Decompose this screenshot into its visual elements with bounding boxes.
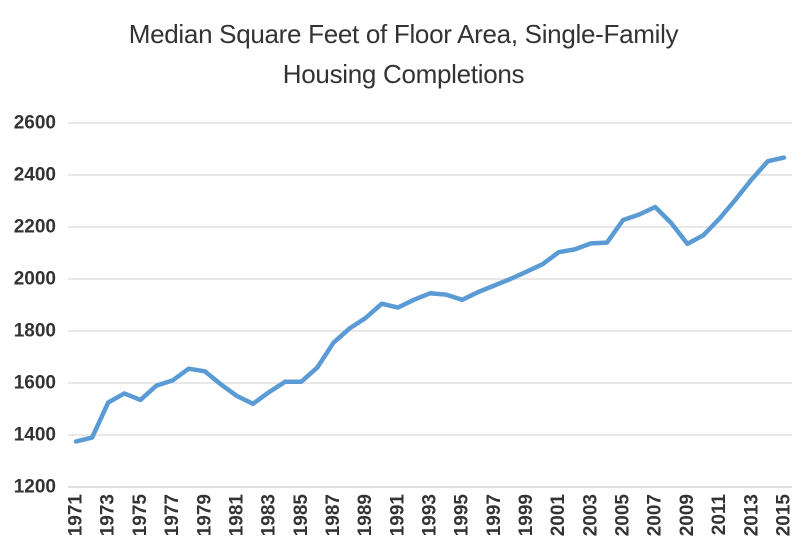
x-tick-label: 1975 [130, 494, 151, 537]
x-tick-label: 1971 [66, 494, 87, 537]
y-tick-label: 2000 [14, 269, 56, 290]
y-tick-label: 2600 [14, 113, 56, 134]
y-tick-label: 2400 [14, 165, 56, 186]
x-tick-label: 2001 [548, 494, 569, 537]
x-tick-label: 2009 [677, 494, 698, 536]
y-tick-label: 1200 [14, 477, 56, 498]
series-line [73, 155, 787, 444]
x-tick-label: 1993 [420, 494, 441, 536]
y-tick-label: 1800 [14, 321, 56, 342]
y-tick-label: 1400 [14, 425, 56, 446]
x-tick-label: 2007 [645, 494, 666, 536]
chart-title-line2: Housing Completions [282, 59, 525, 89]
x-tick-label: 1979 [194, 494, 215, 536]
x-tick-label: 1981 [226, 494, 247, 537]
x-tick-label: 1997 [484, 494, 505, 536]
x-tick-label: 1985 [291, 494, 312, 537]
x-tick-label: 1987 [323, 494, 344, 536]
y-tick-label: 2200 [14, 217, 56, 238]
x-tick-label: 1995 [452, 494, 473, 537]
x-tick-label: 1983 [259, 494, 280, 536]
x-tick-label: 1973 [98, 494, 119, 536]
x-tick-label: 2015 [773, 494, 794, 537]
x-tick-label: 2003 [580, 494, 601, 536]
x-tick-label: 1977 [162, 494, 183, 536]
x-tick-label: 1991 [387, 494, 408, 537]
x-tick-label: 2011 [709, 494, 730, 536]
x-tick-label: 2005 [613, 494, 634, 537]
y-tick-label: 1600 [14, 373, 56, 394]
x-tick-label: 1989 [355, 494, 376, 536]
chart-title: Median Square Feet of Floor Area, Single… [0, 14, 807, 94]
chart-title-line1: Median Square Feet of Floor Area, Single… [128, 19, 679, 49]
x-tick-label: 1999 [516, 494, 537, 536]
x-tick-label: 2013 [741, 494, 762, 536]
